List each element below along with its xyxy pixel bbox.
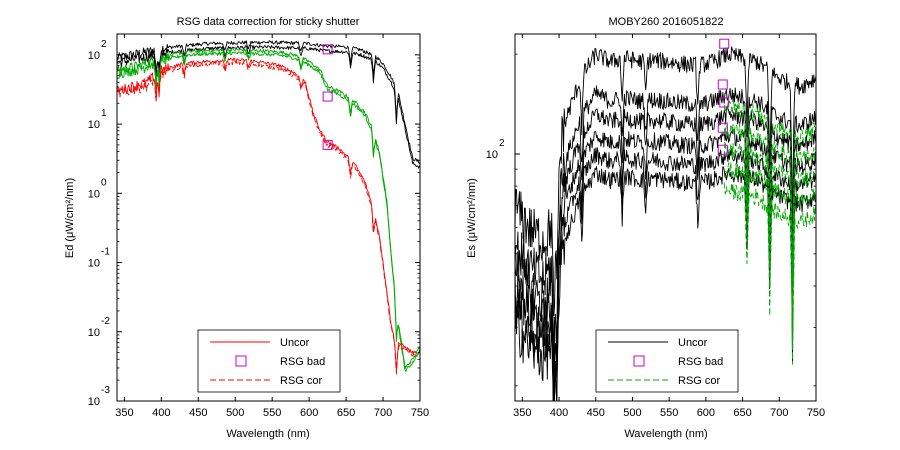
left-legend-label-1: RSG bad <box>280 356 325 368</box>
left-y-tick-base-0: 10 <box>88 50 100 62</box>
left-legend-box <box>197 329 341 393</box>
left-legend-swatch-1 <box>235 355 247 367</box>
left-series-line-4 <box>117 57 417 373</box>
right-x-tick-label-1: 400 <box>550 407 568 419</box>
left-y-tick-base-1: 10 <box>88 119 100 131</box>
right-series-line-6 <box>723 98 816 285</box>
left-y-tick-exponent-2: 0 <box>101 177 107 188</box>
left-y-tick-exponent-5: -3 <box>101 385 110 396</box>
right-legend-box <box>595 329 739 393</box>
right-x-tick-label-8: 750 <box>807 407 825 419</box>
right-rsg-bad-marker-4 <box>717 144 728 155</box>
left-markers-group <box>322 44 333 150</box>
right-series-line-7 <box>723 121 816 305</box>
left-y-axis-label: Ed (μW/cm²/nm) <box>64 178 76 258</box>
left-y-tick-base-4: 10 <box>88 327 100 339</box>
left-rsg-bad-marker-2 <box>322 139 333 150</box>
left-y-tick-exponent-0: 2 <box>101 39 107 50</box>
left-legend-label-2: RSG cor <box>280 375 323 387</box>
right-rsg-bad-marker-3 <box>717 122 728 133</box>
right-y-axis-label: Es (μW/cm²/nm) <box>466 178 478 258</box>
right-legend: Uncor RSG bad RSG cor <box>595 329 739 393</box>
right-y-tick-base-0: 10 <box>486 149 498 161</box>
left-x-tick-label-8: 750 <box>411 407 429 419</box>
right-legend-label-2: RSG cor <box>678 375 721 387</box>
left-x-ticks: 350 400 450 500 550 600 650 700 750 <box>115 34 429 419</box>
left-y-tick-exponent-4: -2 <box>101 316 110 327</box>
right-y-ticks: 102 <box>486 53 816 387</box>
left-x-tick-label-6: 650 <box>337 407 355 419</box>
left-series-line-5 <box>117 60 417 375</box>
left-legend-label-0: Uncor <box>280 337 310 349</box>
right-series-line-0 <box>515 46 816 317</box>
right-series-line-5 <box>515 166 816 401</box>
left-chart-title: RSG data correction for sticky shutter <box>177 16 360 28</box>
left-y-tick-base-5: 10 <box>88 396 100 408</box>
right-rsg-bad-marker-1 <box>717 79 728 90</box>
left-series-line-3 <box>117 51 420 372</box>
left-series-group <box>117 40 420 375</box>
right-chart: MOBY260 2016051822 350 400 450 500 550 600 650… <box>466 16 825 440</box>
left-y-tick-base-3: 10 <box>88 258 100 270</box>
right-chart-title: MOBY260 2016051822 <box>609 16 724 28</box>
left-x-axis-label: Wavelength (nm) <box>226 428 309 440</box>
left-y-tick-exponent-1: 1 <box>101 108 107 119</box>
right-x-tick-label-3: 500 <box>623 407 641 419</box>
right-x-axis-label: Wavelength (nm) <box>624 428 707 440</box>
right-rsg-bad-marker-2 <box>719 97 730 108</box>
left-y-tick-base-2: 10 <box>88 188 100 200</box>
left-x-tick-label-1: 400 <box>152 407 170 419</box>
right-x-tick-label-7: 700 <box>770 407 788 419</box>
right-x-tick-label-0: 350 <box>513 407 531 419</box>
left-x-tick-label-4: 550 <box>263 407 281 419</box>
right-series-line-4 <box>515 147 816 401</box>
right-rsg-bad-marker-0 <box>719 38 730 49</box>
left-plot-frame <box>116 33 421 402</box>
right-plot-frame <box>514 33 817 402</box>
right-y-tick-exponent-0: 2 <box>499 138 505 149</box>
left-chart: RSG data correction for sticky shutter 3… <box>64 16 429 440</box>
right-markers-group <box>717 38 730 155</box>
left-legend: Uncor RSG bad RSG cor <box>197 329 341 393</box>
right-legend-label-0: Uncor <box>678 337 708 349</box>
right-x-ticks: 350 400 450 500 550 600 650 700 750 <box>513 34 825 419</box>
right-x-tick-label-5: 600 <box>697 407 715 419</box>
right-legend-swatch-1 <box>633 355 645 367</box>
left-rsg-bad-marker-1 <box>322 91 333 102</box>
left-x-tick-label-0: 350 <box>115 407 133 419</box>
right-x-tick-label-4: 550 <box>660 407 678 419</box>
left-rsg-bad-marker-0 <box>322 44 333 55</box>
left-y-tick-exponent-3: -1 <box>101 247 110 258</box>
left-x-tick-label-5: 600 <box>300 407 318 419</box>
right-x-tick-label-6: 650 <box>733 407 751 419</box>
left-x-tick-label-7: 700 <box>374 407 392 419</box>
right-series-group <box>515 46 816 401</box>
left-series-line-1 <box>117 45 420 169</box>
left-series-line-0 <box>117 40 420 164</box>
left-x-tick-label-2: 450 <box>189 407 207 419</box>
right-legend-label-1: RSG bad <box>678 356 723 368</box>
right-x-tick-label-2: 450 <box>587 407 605 419</box>
left-x-tick-label-3: 500 <box>226 407 244 419</box>
right-series-line-10 <box>723 182 816 365</box>
